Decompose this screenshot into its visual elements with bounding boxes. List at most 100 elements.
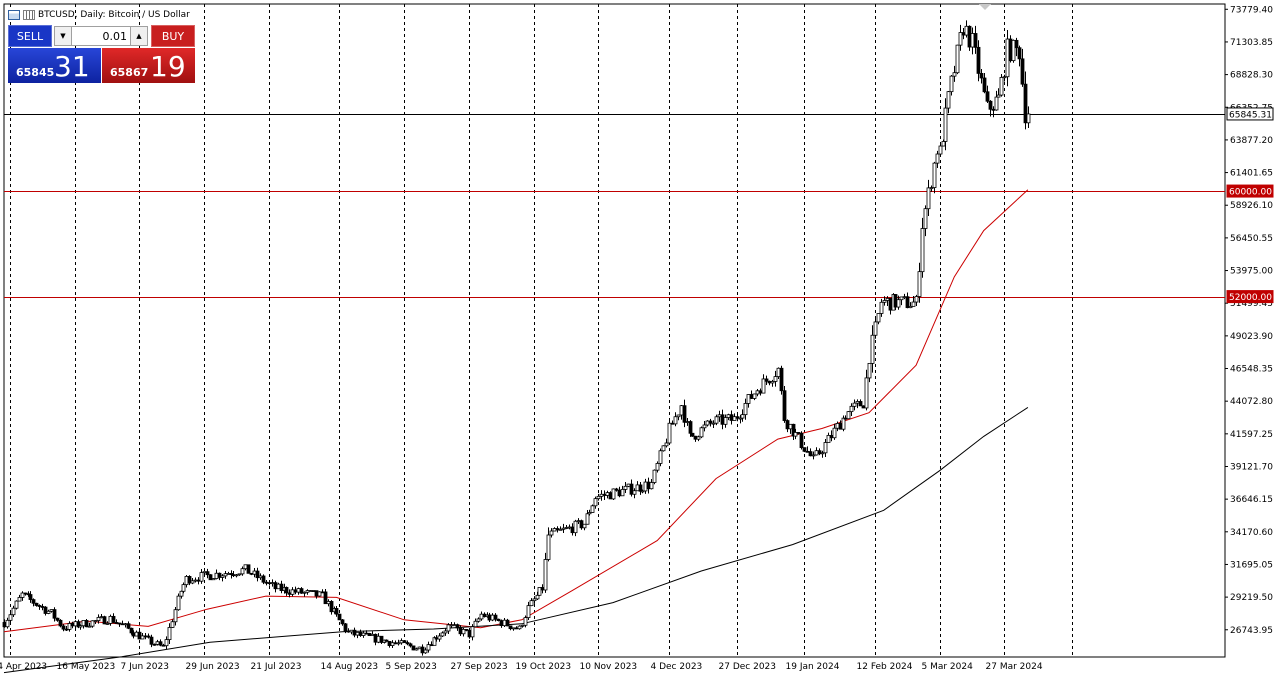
- triangle-up-icon: ▲: [136, 32, 142, 40]
- candle-body: [217, 572, 222, 578]
- candle-body: [234, 574, 239, 577]
- candle-body: [464, 628, 469, 631]
- candle-body: [967, 25, 972, 48]
- candle-body: [535, 594, 540, 600]
- candle-body: [546, 534, 551, 560]
- candle-body: [355, 631, 360, 636]
- buy-button[interactable]: BUY: [151, 25, 195, 47]
- candle-body: [67, 623, 72, 630]
- candle-body: [596, 495, 601, 500]
- candle-body: [817, 450, 822, 455]
- y-tick-label: 29219.50: [1230, 593, 1273, 603]
- candle-body: [864, 377, 869, 409]
- candle-body: [640, 490, 645, 493]
- candle-body: [146, 635, 151, 638]
- x-tick-label: 10 Nov 2023: [580, 662, 638, 672]
- y-tick-label: 56450.55: [1230, 234, 1273, 244]
- price-tag-box: [1226, 184, 1274, 198]
- candle-body: [629, 483, 634, 495]
- candle-body: [861, 405, 866, 409]
- candle-body: [164, 639, 169, 647]
- lot-decrease-button[interactable]: ▼: [54, 26, 72, 46]
- candle-body: [49, 609, 54, 612]
- candle-body: [40, 606, 45, 608]
- lot-size-input[interactable]: [72, 26, 130, 46]
- candle-body: [443, 630, 448, 634]
- candle-body: [543, 559, 548, 591]
- candle-body: [87, 625, 92, 628]
- candle-body: [461, 628, 466, 635]
- y-tick-label: 58926.10: [1230, 201, 1273, 211]
- candle-body: [1011, 39, 1016, 62]
- ask-price-main: 65867: [110, 66, 149, 79]
- candle-body: [31, 599, 36, 604]
- ask-price-box[interactable]: 65867 19: [102, 48, 195, 83]
- candle-body: [835, 423, 840, 429]
- candle-body: [84, 620, 89, 628]
- candle-body: [920, 228, 925, 273]
- candle-body: [743, 403, 748, 416]
- candle-body: [402, 640, 407, 643]
- candle-body: [296, 588, 301, 593]
- candle-body: [923, 208, 928, 229]
- candle-body: [693, 435, 698, 440]
- candle-body: [379, 635, 384, 643]
- candle-body: [181, 584, 186, 592]
- candle-body: [508, 625, 513, 630]
- candle-body: [558, 528, 563, 531]
- candle-body: [311, 590, 316, 592]
- candle-body: [473, 620, 478, 628]
- candle-body: [652, 469, 657, 483]
- candle-body: [802, 447, 807, 452]
- candle-body: [249, 572, 254, 575]
- bid-price-big: 31: [54, 50, 90, 83]
- price-tag-label: 60000.00: [1229, 188, 1272, 198]
- candle-body: [373, 633, 378, 643]
- candle-body: [96, 617, 101, 621]
- candle-body: [688, 421, 693, 434]
- y-tick-label: 36646.15: [1230, 495, 1273, 505]
- candle-body: [108, 615, 113, 624]
- candle-body: [849, 405, 854, 413]
- candle-body: [70, 623, 75, 627]
- candle-body: [149, 636, 154, 645]
- candle-body: [585, 513, 590, 525]
- candle-body: [202, 571, 207, 574]
- candle-body: [646, 481, 651, 490]
- candle-body: [243, 564, 248, 570]
- candle-body: [226, 573, 231, 575]
- candle-body: [273, 582, 278, 590]
- candle-body: [2, 622, 7, 628]
- x-tick-label: 5 Sep 2023: [386, 662, 437, 672]
- candle-body: [1023, 83, 1028, 124]
- candle-body: [152, 643, 157, 646]
- candle-body: [376, 635, 381, 643]
- candle-body: [908, 305, 913, 309]
- candle-body: [455, 624, 460, 629]
- candle-body: [514, 627, 519, 630]
- candle-body: [255, 570, 260, 579]
- candle-body: [664, 442, 669, 447]
- chart-window-icon: [8, 10, 20, 20]
- candle-body: [876, 313, 881, 323]
- ask-price-big: 19: [150, 50, 186, 83]
- candle-body: [643, 481, 648, 492]
- candle-body: [343, 623, 348, 632]
- bid-price-box[interactable]: 65845 31: [8, 48, 101, 83]
- candle-body: [846, 411, 851, 420]
- moving-average-200: [3, 406, 1029, 674]
- x-tick-label: 4 Dec 2023: [651, 662, 703, 672]
- candle-body: [211, 578, 216, 581]
- candle-body: [605, 492, 610, 496]
- candle-body: [137, 631, 142, 640]
- candle-body: [434, 637, 439, 640]
- candle-body: [252, 570, 257, 575]
- candle-body: [287, 592, 292, 595]
- lot-increase-button[interactable]: ▲: [130, 26, 148, 46]
- sell-button[interactable]: SELL: [8, 25, 52, 47]
- candle-body: [173, 609, 178, 623]
- candle-body: [246, 564, 251, 574]
- candle-body: [143, 635, 148, 638]
